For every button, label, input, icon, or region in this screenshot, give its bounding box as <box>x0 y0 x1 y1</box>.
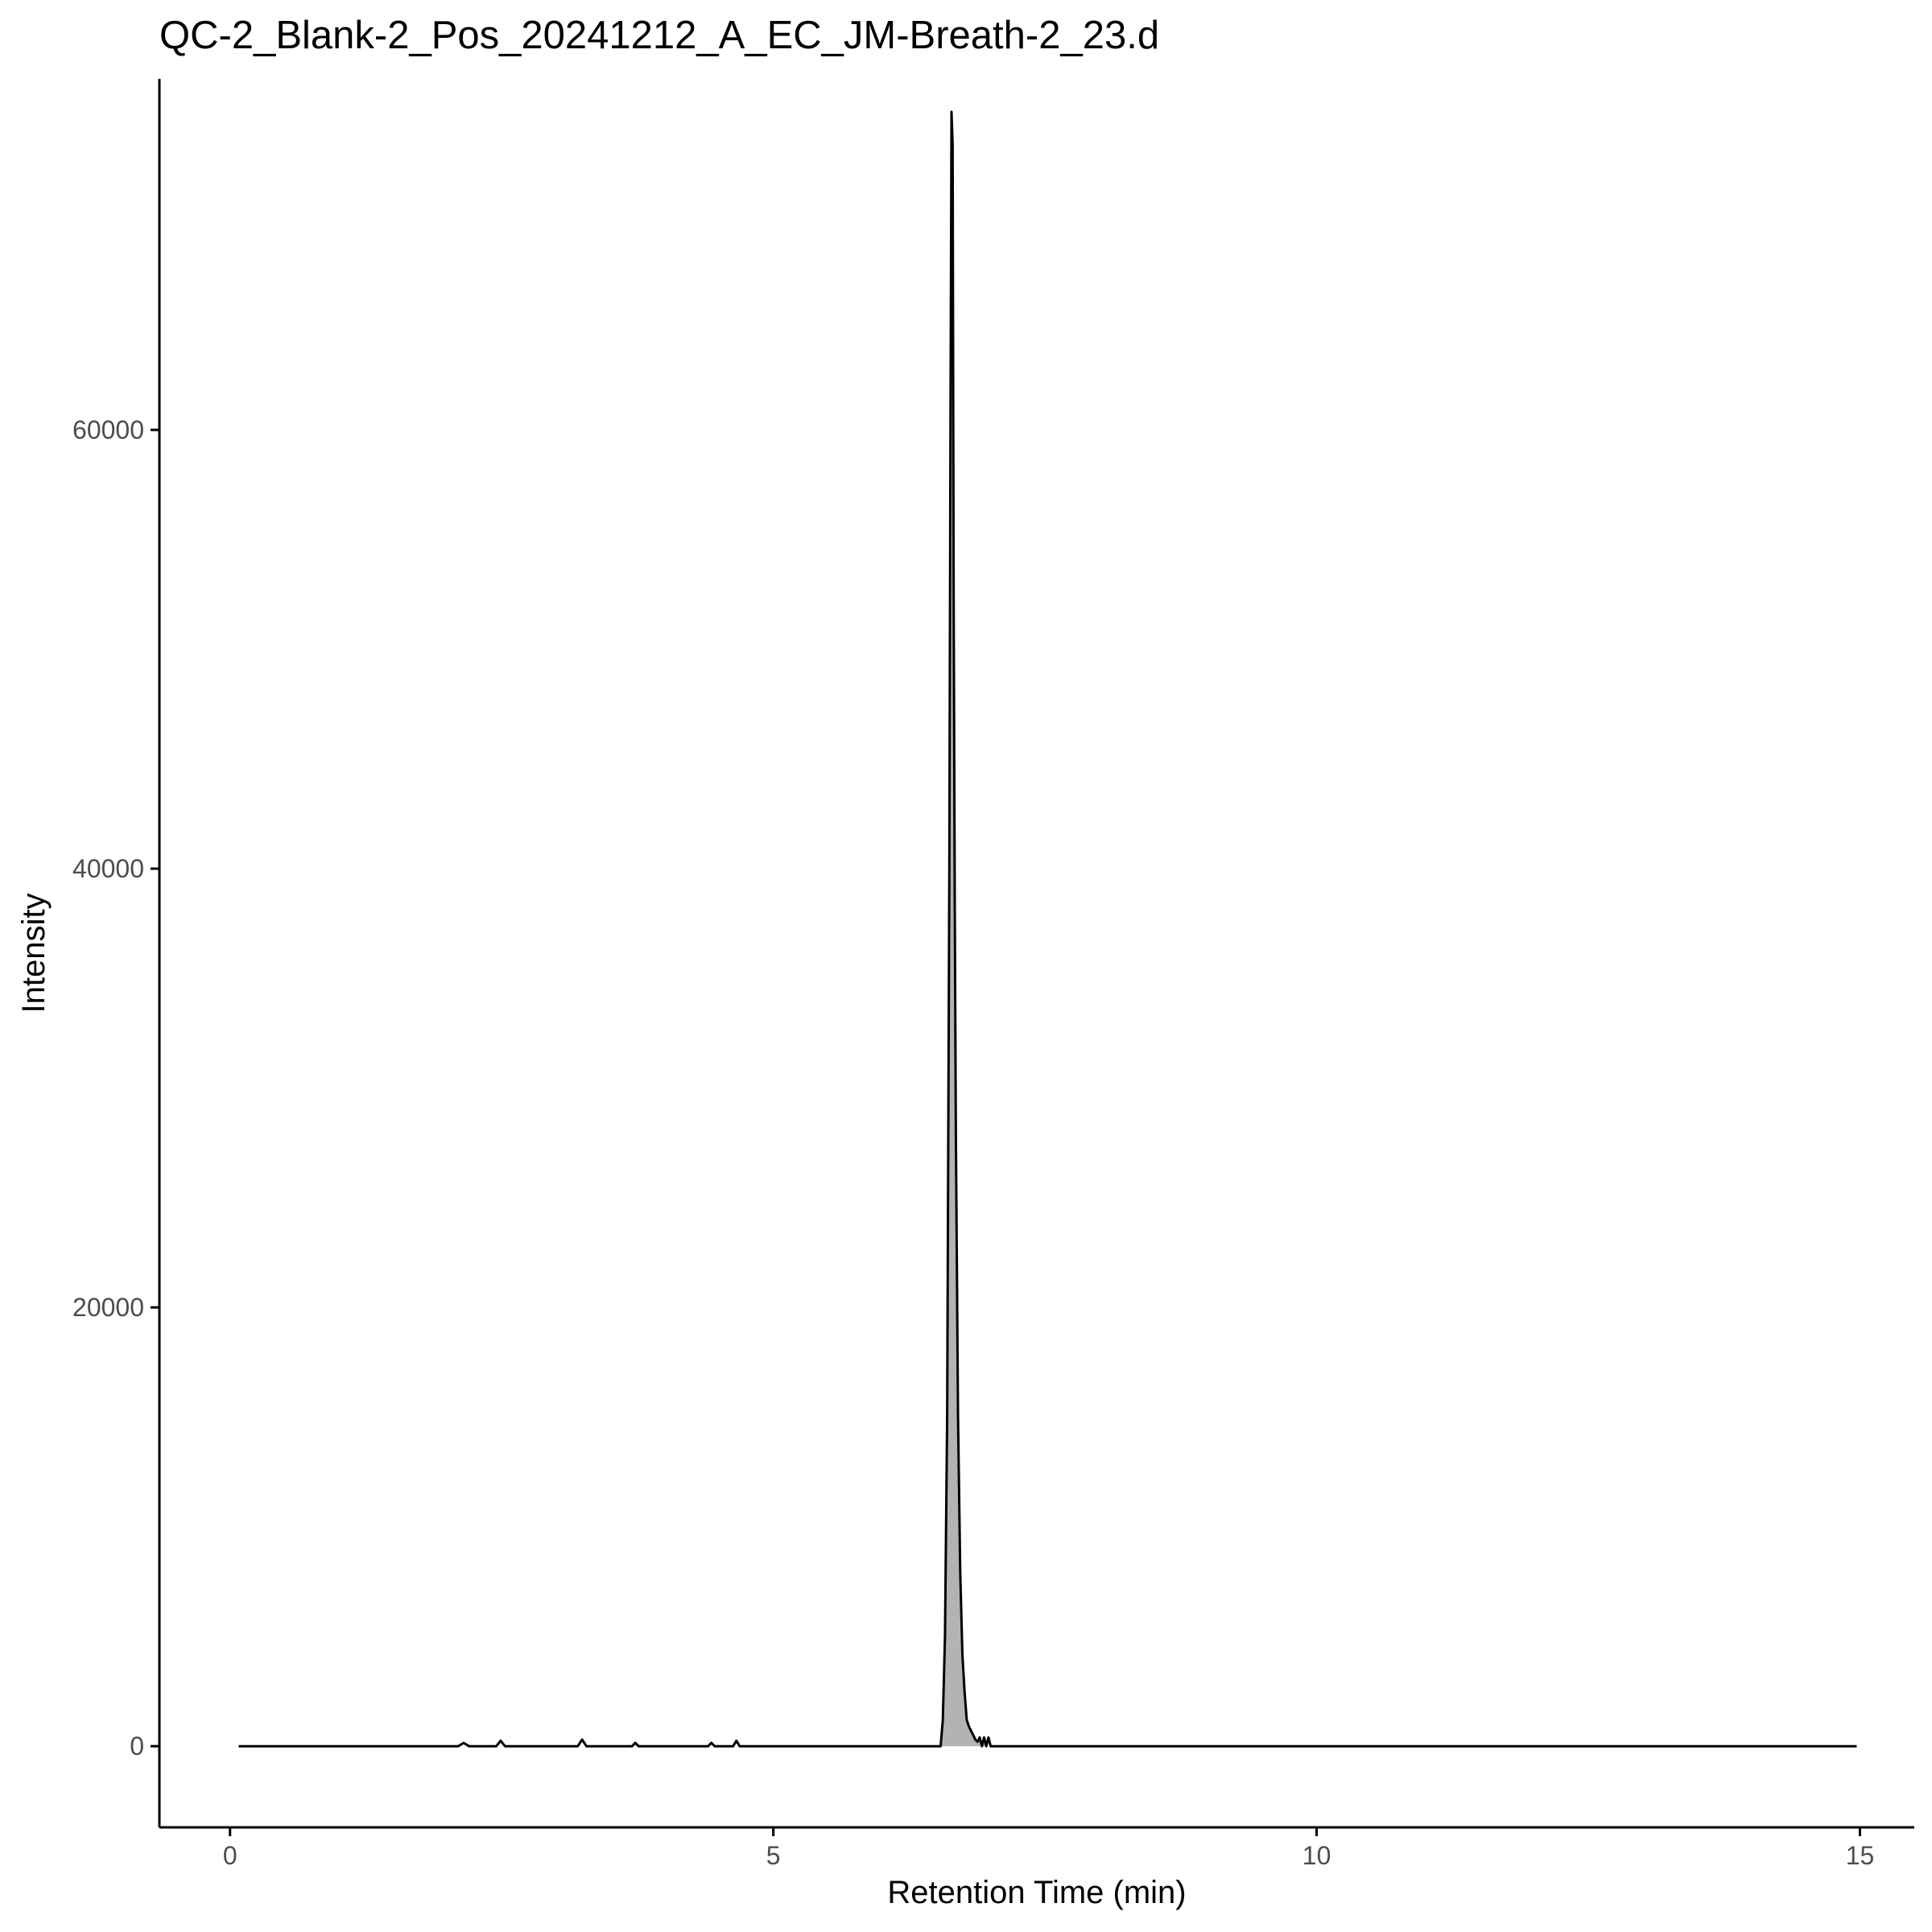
plot-area <box>238 110 1857 1748</box>
chromatogram-trace <box>238 110 1857 1748</box>
chart-title: QC-2_Blank-2_Pos_20241212_A_EC_JM-Breath… <box>159 14 1159 57</box>
x-tick-label: 5 <box>766 1841 781 1870</box>
y-tick-label: 20000 <box>72 1293 144 1322</box>
y-tick-label: 0 <box>130 1732 144 1761</box>
x-tick-label: 15 <box>1846 1841 1875 1870</box>
y-tick-label: 40000 <box>72 854 144 883</box>
y-tick-label: 60000 <box>72 415 144 444</box>
integrated-peak-area <box>940 111 987 1747</box>
y-axis-title: Intensity <box>16 894 52 1013</box>
x-tick-label: 0 <box>223 1841 237 1870</box>
y-axis-ticks: 0 20000 40000 60000 <box>72 415 159 1761</box>
x-axis-ticks: 0 5 10 15 <box>223 1827 1874 1870</box>
x-tick-label: 10 <box>1302 1841 1331 1870</box>
x-axis-title: Retention Time (min) <box>887 1875 1186 1910</box>
